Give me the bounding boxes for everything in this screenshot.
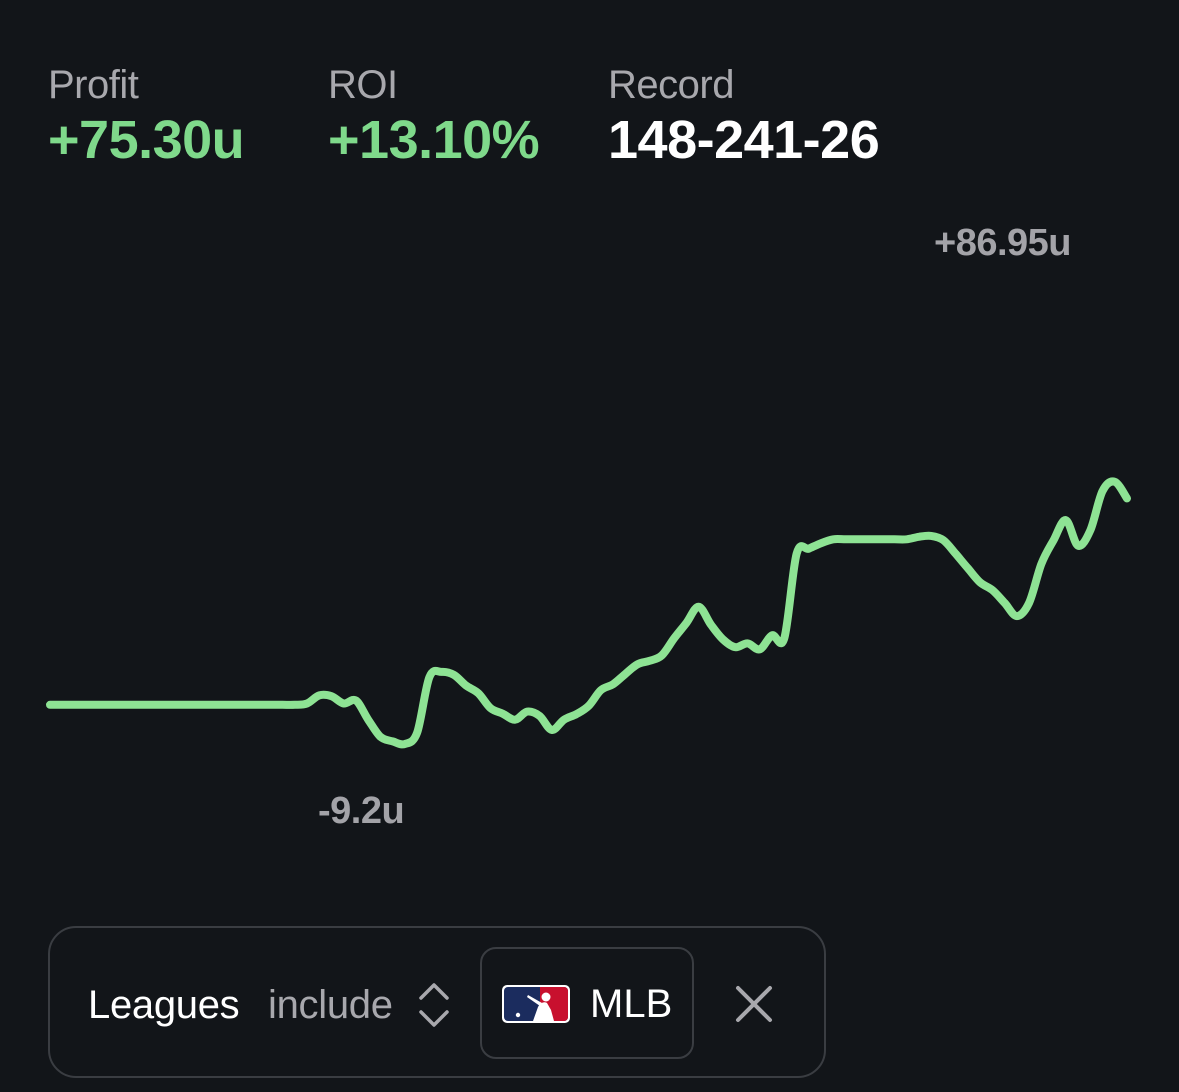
stat-record-label: Record <box>608 63 734 107</box>
stat-record: Record 148-241-26 <box>608 60 880 172</box>
filter-field-label: Leagues <box>88 983 240 1027</box>
league-chip-mlb[interactable]: MLB <box>480 947 694 1059</box>
stat-roi: ROI +13.10% <box>328 60 540 172</box>
stat-profit: Profit +75.30u <box>48 60 245 172</box>
stat-profit-label: Profit <box>48 63 139 107</box>
league-filter: Leagues include MLB <box>48 926 826 1078</box>
chart-max-label: +86.95u <box>934 222 1072 264</box>
filter-operator-select[interactable]: include <box>268 983 393 1027</box>
profit-series-line <box>46 477 1131 749</box>
stat-profit-value: +75.30u <box>48 110 245 170</box>
close-icon[interactable] <box>730 980 778 1028</box>
stat-record-value: 148-241-26 <box>608 110 880 170</box>
mlb-logo <box>502 985 570 1023</box>
stat-roi-label: ROI <box>328 63 398 107</box>
chip-label: MLB <box>590 982 673 1026</box>
chart-min-label: -9.2u <box>318 790 405 832</box>
chevron-up-down-icon[interactable] <box>414 978 454 1032</box>
stat-roi-value: +13.10% <box>328 110 540 170</box>
